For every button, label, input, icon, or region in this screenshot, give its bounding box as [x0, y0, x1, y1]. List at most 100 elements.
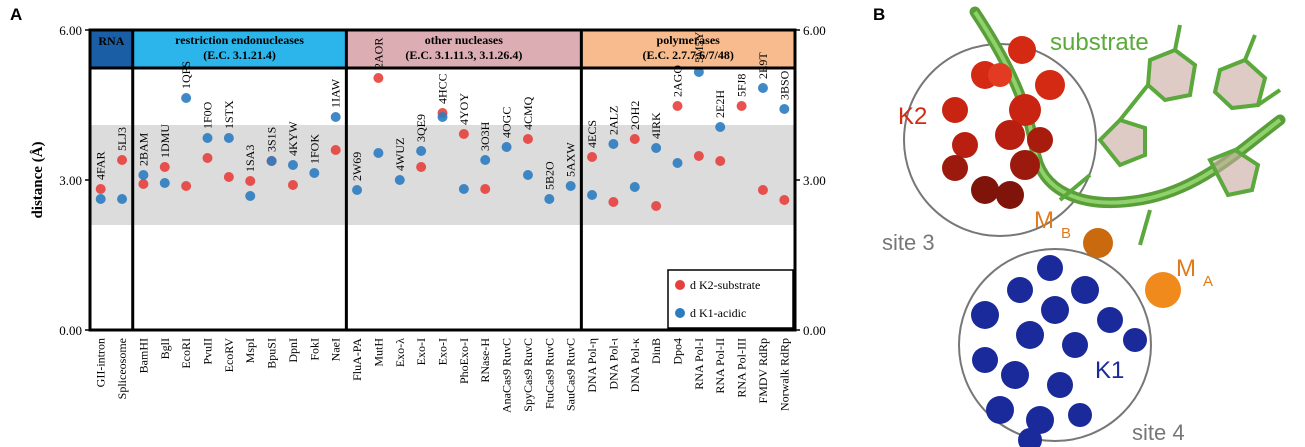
x-tick-label: EcoRV — [222, 338, 236, 373]
x-tick-label: BpuSI — [265, 338, 279, 369]
x-tick-label: RNA Pol-III — [735, 338, 749, 398]
dot — [459, 129, 469, 139]
dot — [694, 151, 704, 161]
dot — [203, 153, 213, 163]
pdb-label: 5B2O — [542, 161, 556, 190]
dot — [309, 168, 319, 178]
x-tick-label: PhoExo-I — [457, 338, 471, 384]
dot — [651, 201, 661, 211]
structure-label: K1 — [1095, 357, 1124, 384]
x-tick-label: Exo-I — [436, 338, 450, 365]
pdb-label: 5M5Y — [692, 31, 706, 63]
pdb-label: 4HCC — [436, 73, 450, 104]
structure-label: site 4 — [1132, 420, 1185, 445]
plot: 0.000.003.003.006.006.00RNAGII-intron4FA… — [59, 23, 826, 413]
x-tick-label: DNA Pol-ι — [606, 337, 620, 389]
x-tick-label: GII-intron — [94, 338, 108, 387]
x-tick-label: PvuII — [201, 338, 215, 365]
dot — [160, 178, 170, 188]
dot — [245, 176, 255, 186]
pdb-label: 4OGC — [500, 107, 514, 138]
x-tick-label: FMDV RdRp — [756, 338, 770, 403]
group-title: RNA — [98, 34, 124, 48]
x-tick-label: Spliceosome — [115, 338, 129, 399]
dot — [715, 156, 725, 166]
pdb-label: 2AGO — [671, 65, 685, 97]
pdb-label: 4CMQ — [521, 96, 535, 130]
dot — [117, 155, 127, 165]
x-tick-label: RNase-H — [478, 338, 492, 383]
structure-label: site 3 — [882, 230, 935, 255]
dot — [138, 170, 148, 180]
dot — [224, 133, 234, 143]
group-title: polymerases — [657, 33, 721, 47]
x-tick-label: DNA Pol-η — [585, 338, 599, 393]
dot — [288, 160, 298, 170]
dot — [438, 112, 448, 122]
dot — [758, 185, 768, 195]
dot — [502, 142, 512, 152]
dot — [651, 143, 661, 153]
x-tick-label: MutH — [371, 338, 385, 367]
dot — [673, 158, 683, 168]
pdb-label: 5LJ3 — [115, 127, 129, 151]
dot — [352, 185, 362, 195]
dot — [587, 190, 597, 200]
panel-label: A — [10, 5, 22, 24]
x-tick-label: RNA Pol-I — [692, 338, 706, 390]
dot — [630, 182, 640, 192]
x-tick-label: Dpo4 — [671, 338, 685, 365]
legend-label: d K2-substrate — [690, 278, 760, 292]
pdb-label: 3BSO — [777, 70, 791, 100]
pdb-label: 1FOK — [307, 134, 321, 164]
y-tick-label: 0.00 — [59, 323, 82, 338]
x-tick-label: DpnI — [286, 338, 300, 363]
x-tick-label: BglI — [158, 338, 172, 359]
ion-sphere — [1083, 228, 1113, 258]
dot — [737, 101, 747, 111]
x-tick-label: MspI — [243, 338, 257, 363]
dot — [779, 104, 789, 114]
x-tick-label: SauCas9 RuvC — [564, 338, 578, 411]
y-tick-label: 3.00 — [803, 173, 826, 188]
x-tick-label: RNA Pol-II — [713, 338, 727, 394]
dot — [373, 148, 383, 158]
group-subtitle: (E.C. 3.1.21.4) — [203, 48, 276, 62]
pdb-label: 3QE9 — [414, 114, 428, 142]
pdb-label: 4WUZ — [393, 138, 407, 171]
k1-spheres — [971, 255, 1147, 447]
dot — [673, 101, 683, 111]
dot — [608, 139, 618, 149]
dot — [117, 194, 127, 204]
pdb-label: 3O3H — [478, 121, 492, 151]
dot — [267, 156, 277, 166]
pdb-label: 1QPS — [179, 61, 193, 89]
dot — [224, 172, 234, 182]
x-tick-label: Exo-λ — [393, 338, 407, 367]
structure-label: B — [1061, 225, 1071, 242]
group-subtitle: (E.C. 3.1.11.3, 3.1.26.4) — [405, 48, 522, 62]
dot — [523, 134, 533, 144]
panel-label: B — [873, 5, 885, 24]
dot — [96, 194, 106, 204]
bases — [1060, 25, 1280, 245]
pdb-label: 1SA3 — [243, 145, 257, 172]
dot — [523, 170, 533, 180]
dot — [203, 133, 213, 143]
dot — [779, 195, 789, 205]
x-tick-label: DinB — [649, 338, 663, 364]
pdb-label: 4IRK — [649, 112, 663, 139]
x-tick-label: BamHI — [136, 338, 150, 373]
structure-label: A — [1203, 273, 1213, 290]
dot — [480, 184, 490, 194]
pdb-label: 1STX — [222, 100, 236, 129]
structure-image: substrate K2 site 3 M B M A K1 site 4 — [882, 12, 1280, 447]
pdb-label: 2ALZ — [606, 106, 620, 135]
pdb-label: 1IAW — [329, 78, 343, 108]
structure-label: K2 — [898, 103, 927, 130]
x-tick-label: SpyCas9 RuvC — [521, 338, 535, 412]
legend-label: d K1-acidic — [690, 306, 746, 320]
pdb-label: 4KYW — [286, 121, 300, 156]
x-tick-label: NaeI — [329, 338, 343, 361]
pdb-label: 4ECS — [585, 120, 599, 148]
